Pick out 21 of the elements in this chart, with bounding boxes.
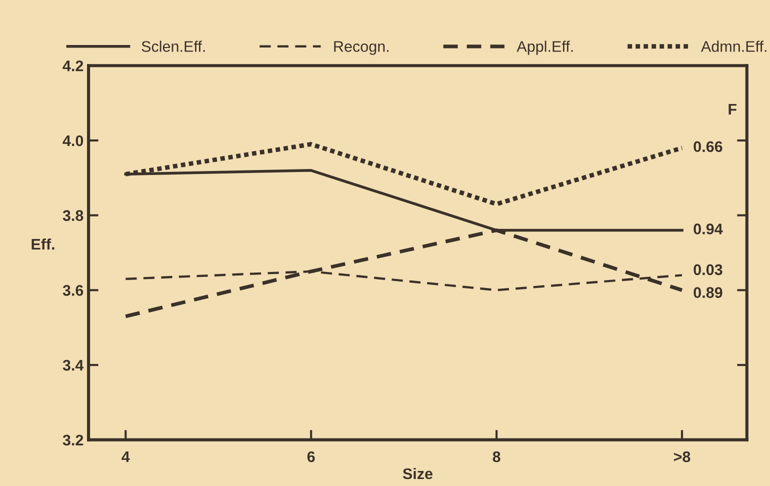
y-tick-label: 4.0 bbox=[62, 135, 84, 146]
legend-label: Sclen.Eff. bbox=[142, 40, 205, 52]
legend-label: Recogn. bbox=[334, 41, 388, 55]
legend-label: Admn.Eff. bbox=[700, 40, 766, 52]
annotation: 0.94 bbox=[694, 224, 723, 234]
x-axis-title: Size bbox=[402, 468, 432, 480]
x-tick-label: >8 bbox=[674, 451, 690, 462]
x-tick-label: 6 bbox=[307, 451, 315, 462]
x-tick-label: 8 bbox=[492, 451, 500, 462]
y-axis-title: Eff. bbox=[32, 238, 54, 250]
y-tick-label: 3.8 bbox=[62, 210, 84, 222]
legend-label: Appl.Eff. bbox=[516, 40, 573, 55]
x-tick-label: 4 bbox=[122, 452, 130, 462]
annotation: F bbox=[728, 104, 736, 114]
annotation: 0.89 bbox=[694, 287, 722, 298]
y-tick-label: 4.2 bbox=[62, 60, 84, 72]
annotation: 0.66 bbox=[694, 141, 722, 152]
y-tick-label: 3.4 bbox=[62, 360, 84, 371]
y-tick-label: 3.6 bbox=[62, 285, 84, 296]
annotation: 0.03 bbox=[694, 264, 722, 276]
y-tick-label: 3.2 bbox=[62, 434, 84, 446]
